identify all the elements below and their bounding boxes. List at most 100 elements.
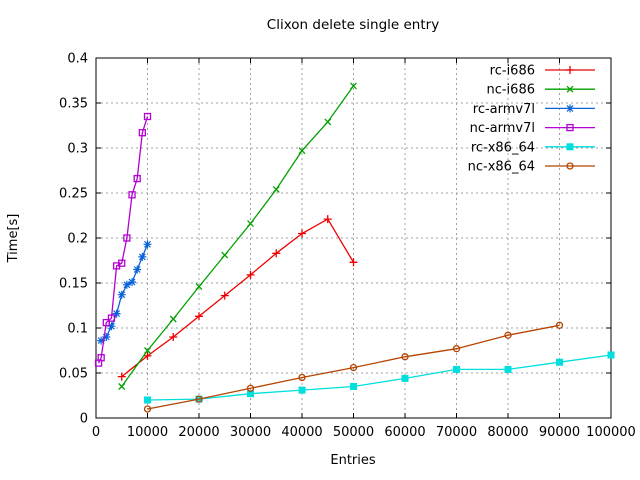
series-marker-nc-armv7l <box>133 174 141 183</box>
y-tick-label: 0.4 <box>67 52 88 67</box>
x-tick-label: 50000 <box>333 425 374 440</box>
x-tick-label: 30000 <box>230 425 271 440</box>
series-marker-nc-x86_64 <box>195 395 203 403</box>
series-marker-rc-x86_64 <box>247 390 254 398</box>
y-tick-label: 0.1 <box>67 322 88 337</box>
axes-layer: 0 10000 20000 30000 40000 50000 60000 70000 8000… <box>59 52 636 441</box>
y-tick-label: 0.15 <box>59 277 88 292</box>
series-marker-rc-armv7l <box>122 280 131 289</box>
series-marker-rc-i686 <box>272 249 281 258</box>
legend-marker-rc-i686 <box>566 66 574 74</box>
series-marker-nc-i686 <box>247 220 254 228</box>
x-tick-label: 90000 <box>539 425 580 440</box>
legend-label-rc-armv7l: rc-armv7l <box>473 102 535 117</box>
series-marker-nc-armv7l <box>102 318 110 327</box>
x-tick-label: 40000 <box>281 425 322 440</box>
series-marker-rc-x86_64 <box>350 383 357 390</box>
series-marker-rc-i686 <box>169 333 178 341</box>
series-marker-nc-armv7l <box>107 314 116 322</box>
series-marker-rc-x86_64 <box>504 365 512 373</box>
legend-label-rc-x86_64: rc-x86_64 <box>471 140 535 155</box>
series-marker-nc-armv7l <box>138 129 147 137</box>
y-tick-label: 0.05 <box>59 367 88 382</box>
x-axis-label: Entries <box>330 453 376 468</box>
series-line-rc-armv7l <box>100 244 149 342</box>
series-marker-nc-armv7l <box>143 112 152 121</box>
series-marker-nc-i686 <box>350 82 357 90</box>
series-marker-nc-armv7l <box>97 354 105 362</box>
series-marker-rc-armv7l <box>117 290 126 299</box>
y-tick-label: 0.3 <box>67 142 88 157</box>
series-marker-nc-armv7l <box>128 191 136 199</box>
series-marker-rc-armv7l <box>133 265 142 274</box>
x-tick-label: 10000 <box>127 425 168 440</box>
grid-layer <box>96 58 611 418</box>
series-marker-nc-i686 <box>169 315 177 323</box>
legend-marker-nc-i686 <box>566 85 574 93</box>
series-marker-nc-i686 <box>272 185 280 193</box>
series-marker-nc-x86_64 <box>452 345 461 353</box>
series-marker-rc-x86_64 <box>556 358 563 366</box>
series-marker-rc-armv7l <box>97 336 106 345</box>
series-marker-nc-x86_64 <box>143 405 152 413</box>
y-tick-label: 0.25 <box>59 187 88 202</box>
series-line-rc-i686 <box>121 218 355 378</box>
series-marker-rc-i686 <box>143 351 152 360</box>
series-marker-rc-armv7l <box>102 333 111 341</box>
x-tick-label: 20000 <box>178 425 219 440</box>
series-marker-rc-x86_64 <box>453 365 460 373</box>
legend-layer: rc-i686 nc-i686 rc-armv7l nc-armv7l rc-x86_6… <box>468 64 595 175</box>
series-marker-rc-armv7l <box>143 240 152 249</box>
series-marker-nc-x86_64 <box>555 321 564 329</box>
y-tick-label: 0 <box>80 412 88 427</box>
x-tick-label: 60000 <box>384 425 425 440</box>
series-line-nc-x86_64 <box>147 324 560 410</box>
legend-label-nc-i686: nc-i686 <box>486 83 535 98</box>
legend-label-nc-armv7l: nc-armv7l <box>470 121 535 136</box>
series-marker-rc-armv7l <box>138 252 147 261</box>
series-marker-nc-i686 <box>298 147 306 155</box>
series-marker-rc-x86_64 <box>607 351 615 359</box>
legend-marker-rc-armv7l <box>566 104 574 113</box>
series-marker-nc-i686 <box>324 118 332 126</box>
y-tick-label: 0.35 <box>59 97 88 112</box>
x-tick-label: 80000 <box>487 425 528 440</box>
series-marker-rc-x86_64 <box>144 396 151 404</box>
series-marker-nc-x86_64 <box>246 384 255 392</box>
series-marker-rc-i686 <box>220 291 229 300</box>
legend-marker-nc-armv7l <box>566 123 574 132</box>
series-marker-rc-armv7l <box>112 309 121 318</box>
series-line-nc-armv7l <box>97 116 149 364</box>
legend-label-nc-x86_64: nc-x86_64 <box>468 160 535 175</box>
series-marker-rc-armv7l <box>128 278 137 287</box>
series-marker-rc-i686 <box>117 372 126 381</box>
series-marker-nc-armv7l <box>123 234 131 242</box>
series-marker-nc-i686 <box>118 383 126 390</box>
series-marker-rc-x86_64 <box>401 374 409 382</box>
series-marker-nc-x86_64 <box>504 331 512 339</box>
series-marker-nc-i686 <box>221 251 229 259</box>
series-marker-rc-i686 <box>195 312 203 321</box>
series-marker-rc-i686 <box>298 229 306 238</box>
legend-marker-nc-x86_64 <box>566 162 574 170</box>
y-axis-label: Time[s] <box>6 214 21 264</box>
series-marker-rc-x86_64 <box>298 386 306 394</box>
series-line-nc-i686 <box>121 85 355 387</box>
series-marker-rc-i686 <box>323 215 332 224</box>
series-marker-nc-x86_64 <box>349 363 358 372</box>
y-tick-label: 0.2 <box>67 232 88 247</box>
series-line-rc-x86_64 <box>147 354 612 401</box>
series-marker-rc-i686 <box>349 258 358 267</box>
x-tick-label: 70000 <box>436 425 477 440</box>
x-tick-label: 0 <box>92 425 100 440</box>
series-marker-nc-i686 <box>195 283 203 291</box>
legend-label-rc-i686: rc-i686 <box>490 64 535 79</box>
series-marker-nc-i686 <box>144 347 151 354</box>
series-marker-rc-i686 <box>246 270 255 279</box>
x-tick-label: 100000 <box>586 425 636 440</box>
chart-title: Clixon delete single entry <box>267 17 439 33</box>
series-marker-rc-armv7l <box>107 322 116 331</box>
legend-marker-rc-x86_64 <box>566 143 574 151</box>
